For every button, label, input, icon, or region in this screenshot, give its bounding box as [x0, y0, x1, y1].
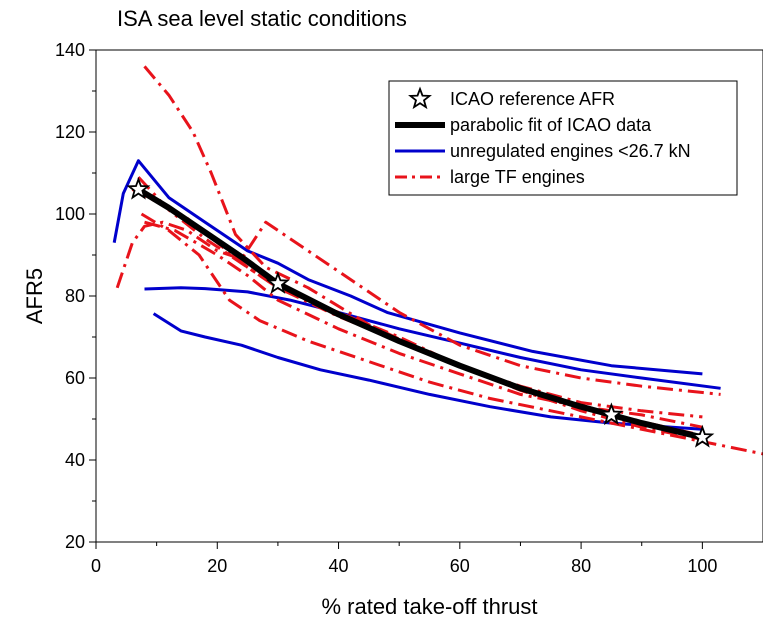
- y-tick-label-40: 40: [65, 450, 85, 470]
- icao-reference-point-3: [599, 402, 624, 426]
- legend-label-4: large TF engines: [450, 167, 585, 187]
- legend-label-2: parabolic fit of ICAO data: [450, 115, 652, 135]
- x-tick-label-80: 80: [571, 556, 591, 576]
- large-tf-series-line-4: [143, 65, 703, 437]
- x-tick-label-20: 20: [207, 556, 227, 576]
- y-axis-label: AFR5: [22, 268, 47, 324]
- large-tf-series-line-7: [131, 188, 703, 419]
- x-tick-label-60: 60: [450, 556, 470, 576]
- icao-reference-point-4: [690, 424, 715, 448]
- plot-content: [112, 65, 763, 456]
- x-tick-label-100: 100: [687, 556, 717, 576]
- y-tick-label-100: 100: [55, 204, 85, 224]
- legend-icao-reference-marker: [408, 86, 432, 110]
- unregulated-series-line-1: [112, 159, 703, 376]
- icao-reference-point-2: [265, 271, 290, 294]
- y-tick-label-140: 140: [55, 40, 85, 60]
- unregulated-series-line-2: [144, 286, 721, 390]
- x-axis-ticks: 0 20 40 60 80 100: [91, 542, 717, 576]
- y-tick-label-20: 20: [65, 532, 85, 552]
- y-tick-label-60: 60: [65, 368, 85, 388]
- large-tf-series-line-8: [137, 176, 703, 441]
- y-tick-label-80: 80: [65, 286, 85, 306]
- icao-reference-point-1: [126, 176, 151, 200]
- legend-label-1: ICAO reference AFR: [450, 89, 615, 109]
- x-axis-label: % rated take-off thrust: [321, 594, 537, 619]
- icao-parabolic-fit-line: [135, 186, 706, 441]
- large-tf-series-line-6: [140, 212, 763, 456]
- y-axis-ticks: 20 40 60 80 100 120 140: [55, 40, 96, 552]
- legend-box: [388, 80, 738, 196]
- chart-title: ISA sea level static conditions: [117, 6, 407, 31]
- x-tick-label-40: 40: [329, 556, 349, 576]
- legend: ICAO reference AFR parabolic fit of ICAO …: [388, 80, 738, 196]
- unregulated-series-line-3: [152, 312, 703, 431]
- legend-label-3: unregulated engines <26.7 kN: [450, 141, 691, 161]
- x-tick-label-0: 0: [91, 556, 101, 576]
- y-tick-label-120: 120: [55, 122, 85, 142]
